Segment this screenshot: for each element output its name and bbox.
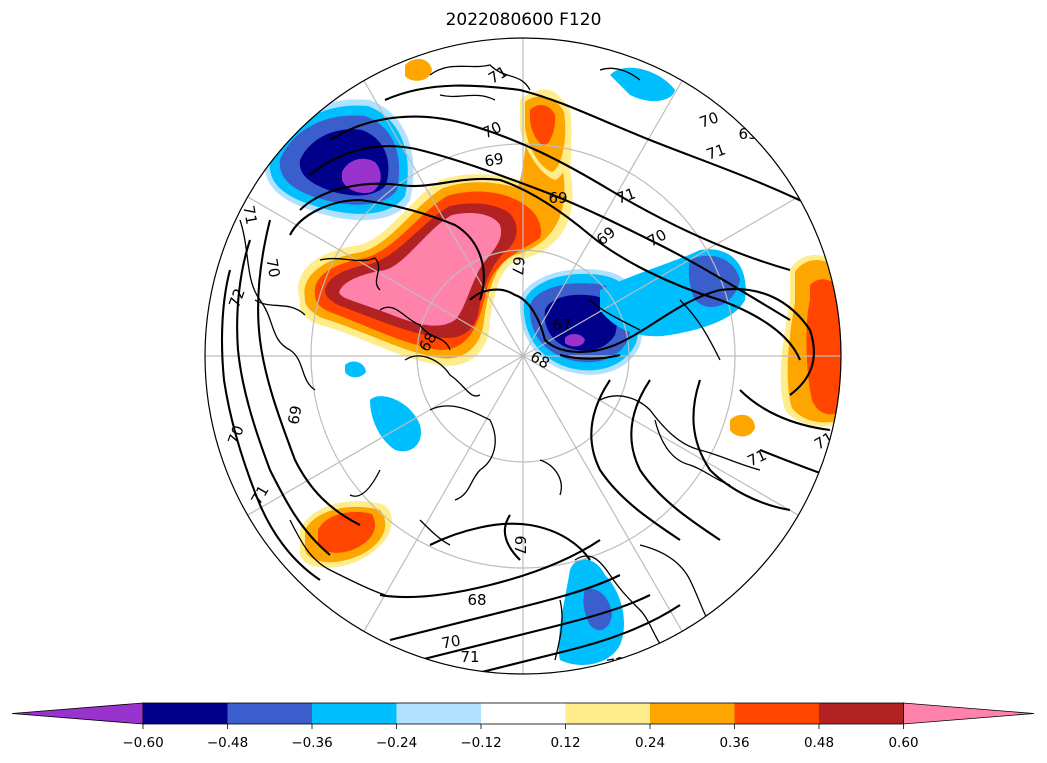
colorbar-bin-4 <box>396 703 481 724</box>
contour-label-c71-tr: 71 <box>704 140 728 163</box>
colorbar-extend-low <box>11 702 144 725</box>
negative-anomaly-siberia-5 <box>565 334 585 347</box>
colorbar-tick-label: 0.24 <box>635 735 665 751</box>
colorbar-tick-label: −0.24 <box>376 735 417 751</box>
contour-label-c70-tr: 70 <box>697 108 721 131</box>
contour-label-c71-bot: 71 <box>460 648 479 666</box>
contour-label-c68-bot: 68 <box>467 591 486 609</box>
contour-label-c70-left: 70 <box>262 257 283 279</box>
contour-label-c70-bot: 70 <box>440 631 462 652</box>
contour-label-c71-left: 71 <box>239 204 260 226</box>
colorbar-bin-8 <box>734 703 819 724</box>
positive-anomaly-small <box>405 58 432 81</box>
colorbar-frame <box>142 702 904 725</box>
colorbar-bin-5 <box>481 703 566 724</box>
colorbar-tick-label: 0.60 <box>888 735 918 751</box>
colorbar-tick-label: −0.12 <box>460 735 501 751</box>
contour-label-c71-mid: 71 <box>614 184 638 207</box>
colorbar: −0.60 −0.48 −0.36 −0.24 −0.12 0.12 0.24 0.36 0.4… <box>11 702 1035 751</box>
contour-label-c69-a: 69 <box>483 149 505 170</box>
contour-label-c69-b: 69 <box>548 189 567 207</box>
anomaly-shading <box>264 58 841 665</box>
contour-label-c70-ll: 70 <box>224 423 247 447</box>
colorbar-tick-label: 0.36 <box>719 735 749 751</box>
colorbar-tick-label: −0.60 <box>122 735 163 751</box>
colorbar-bin-1 <box>143 703 228 724</box>
colorbar-bin-3 <box>312 703 397 724</box>
colorbar-tick-label: 0.48 <box>804 735 834 751</box>
map-disk: 7170696970697171706967676868717072697071… <box>205 38 841 674</box>
contour-label-c67-pole: 67 <box>508 256 528 277</box>
colorbar-bin-2 <box>227 703 312 724</box>
contour-label-c72-left: 72 <box>225 286 248 310</box>
graticule <box>205 38 841 674</box>
positive-anomaly-east-asia <box>730 414 755 437</box>
contour-label-c69-tr: 69 <box>738 125 757 143</box>
negative-anomaly-scandinavia-2 <box>583 588 612 631</box>
contour-label-c69-lm: 69 <box>284 404 305 426</box>
positive-anomaly-right-3 <box>806 279 841 415</box>
map-boundary <box>204 37 842 675</box>
negative-anomaly-small-2 <box>345 361 366 378</box>
colorbar-extend-high <box>903 702 1035 725</box>
map-title: 2022080600 F120 <box>445 10 602 30</box>
colorbar-tick-label: 0.12 <box>550 735 580 751</box>
colorbar-bin-9 <box>819 703 904 724</box>
positive-anomaly-canada-5 <box>339 213 502 326</box>
colorbar-tick-label: −0.48 <box>207 735 248 751</box>
positive-anomaly-europe-3 <box>318 511 376 553</box>
contour-label-c67-low: 67 <box>552 316 571 334</box>
colorbar-tick-label: −0.36 <box>291 735 332 751</box>
contour-label-c67-bot: 67 <box>511 535 529 554</box>
contour-label-c72-bot: 72 <box>605 653 627 674</box>
colorbar-bin-7 <box>650 703 735 724</box>
negative-anomaly-top-right <box>610 67 675 102</box>
positive-anomaly-scandinavia-n-3 <box>530 105 556 146</box>
colorbar-bin-6 <box>565 703 650 724</box>
height-contours <box>220 84 841 674</box>
